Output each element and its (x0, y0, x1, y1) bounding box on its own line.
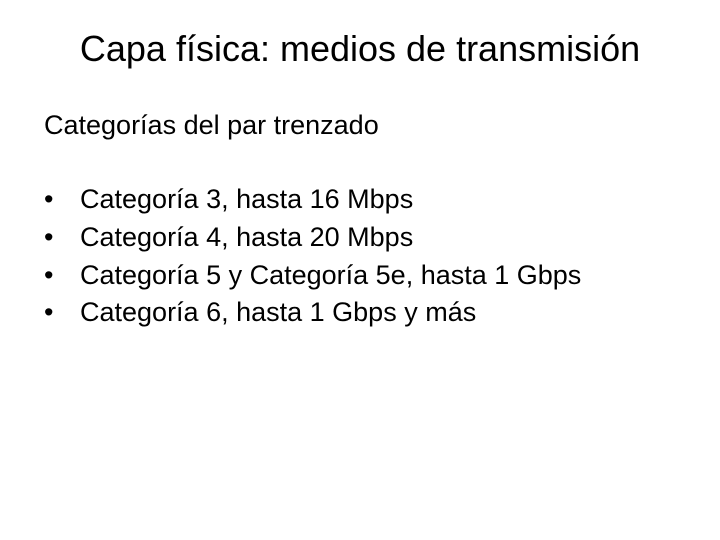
bullet-icon: • (44, 219, 80, 257)
bullet-text: Categoría 5 y Categoría 5e, hasta 1 Gbps (80, 257, 680, 295)
bullet-list: • Categoría 3, hasta 16 Mbps • Categoría… (40, 181, 680, 332)
bullet-icon: • (44, 181, 80, 219)
bullet-text: Categoría 3, hasta 16 Mbps (80, 181, 680, 219)
bullet-icon: • (44, 257, 80, 295)
list-item: • Categoría 4, hasta 20 Mbps (44, 219, 680, 257)
list-item: • Categoría 5 y Categoría 5e, hasta 1 Gb… (44, 257, 680, 295)
list-item: • Categoría 6, hasta 1 Gbps y más (44, 294, 680, 332)
slide-title: Capa física: medios de transmisión (40, 28, 680, 70)
list-item: • Categoría 3, hasta 16 Mbps (44, 181, 680, 219)
bullet-icon: • (44, 294, 80, 332)
slide-subtitle: Categorías del par trenzado (40, 110, 680, 141)
bullet-text: Categoría 4, hasta 20 Mbps (80, 219, 680, 257)
bullet-text: Categoría 6, hasta 1 Gbps y más (80, 294, 680, 332)
